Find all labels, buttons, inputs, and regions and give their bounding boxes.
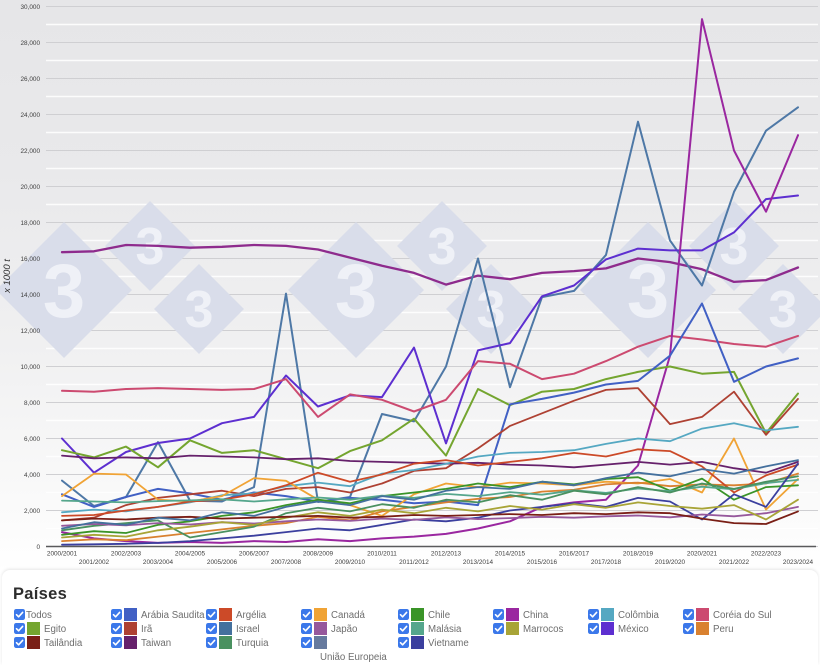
svg-text:2005/2006: 2005/2006 — [207, 559, 238, 566]
svg-text:2004/2005: 2004/2005 — [175, 551, 206, 558]
svg-text:14,000: 14,000 — [20, 292, 40, 299]
svg-text:2,000: 2,000 — [24, 508, 40, 515]
svg-text:2016/2017: 2016/2017 — [559, 551, 590, 558]
svg-text:2018/2019: 2018/2019 — [623, 551, 654, 558]
svg-text:2012/2013: 2012/2013 — [431, 551, 462, 558]
svg-text:2000/2001: 2000/2001 — [47, 551, 78, 558]
svg-text:2021/2022: 2021/2022 — [719, 559, 750, 566]
svg-text:8,000: 8,000 — [24, 400, 40, 407]
svg-text:2008/2009: 2008/2009 — [303, 551, 334, 558]
svg-text:2019/2020: 2019/2020 — [655, 559, 686, 566]
svg-text:22,000: 22,000 — [20, 148, 40, 155]
svg-text:2006/2007: 2006/2007 — [239, 551, 270, 558]
svg-text:18,000: 18,000 — [20, 220, 40, 227]
svg-text:26,000: 26,000 — [20, 76, 40, 83]
svg-text:2009/2010: 2009/2010 — [335, 559, 366, 566]
svg-text:10,000: 10,000 — [20, 364, 40, 371]
svg-text:3: 3 — [720, 218, 749, 276]
svg-text:3: 3 — [627, 249, 669, 334]
svg-text:3: 3 — [769, 281, 798, 339]
svg-text:3: 3 — [428, 218, 457, 276]
svg-text:30,000: 30,000 — [20, 4, 40, 11]
svg-text:4,000: 4,000 — [24, 472, 40, 479]
svg-text:2014/2015: 2014/2015 — [495, 551, 526, 558]
svg-text:2007/2008: 2007/2008 — [271, 559, 302, 566]
svg-text:2020/2021: 2020/2021 — [687, 551, 718, 558]
svg-text:3: 3 — [43, 249, 85, 334]
svg-text:12,000: 12,000 — [20, 328, 40, 335]
svg-text:2013/2014: 2013/2014 — [463, 559, 494, 566]
svg-text:x 1000 t: x 1000 t — [2, 259, 13, 294]
svg-text:2017/2018: 2017/2018 — [591, 559, 622, 566]
svg-text:2001/2002: 2001/2002 — [79, 559, 110, 566]
svg-text:2003/2004: 2003/2004 — [143, 559, 174, 566]
svg-text:2015/2016: 2015/2016 — [527, 559, 558, 566]
svg-text:16,000: 16,000 — [20, 256, 40, 263]
svg-text:2011/2012: 2011/2012 — [399, 559, 429, 566]
svg-text:2002/2003: 2002/2003 — [111, 551, 142, 558]
svg-text:2010/2011: 2010/2011 — [367, 551, 397, 558]
svg-text:0: 0 — [36, 544, 40, 551]
svg-text:24,000: 24,000 — [20, 112, 40, 119]
svg-text:2023/2024: 2023/2024 — [783, 559, 814, 566]
svg-text:20,000: 20,000 — [20, 184, 40, 191]
svg-text:28,000: 28,000 — [20, 40, 40, 47]
svg-text:2022/2023: 2022/2023 — [751, 551, 782, 558]
svg-text:3: 3 — [185, 281, 214, 339]
svg-text:6,000: 6,000 — [24, 436, 40, 443]
